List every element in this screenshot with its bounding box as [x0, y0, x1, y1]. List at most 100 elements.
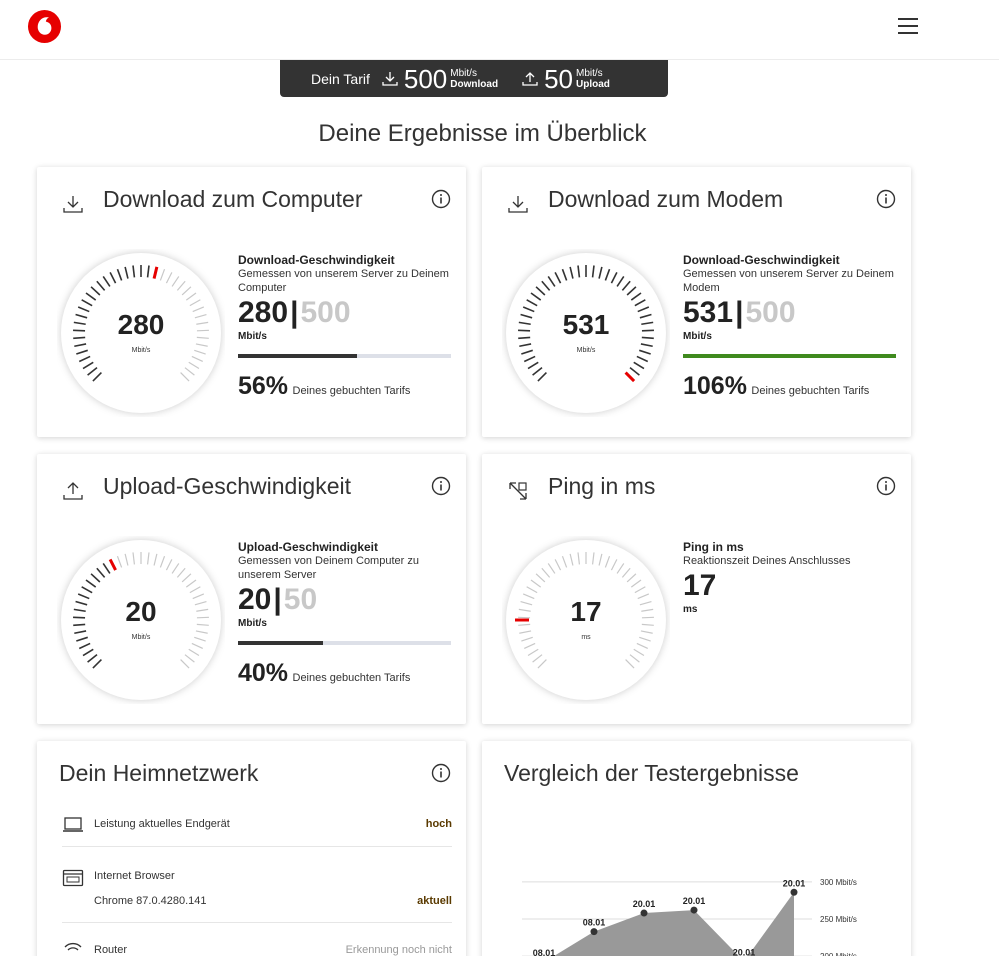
gauge-tick — [75, 600, 88, 606]
progress-fill — [683, 354, 896, 358]
gauge-tick — [185, 292, 197, 301]
chart-point — [690, 906, 698, 914]
gauge-unit: Mbit/s — [131, 634, 151, 641]
gauge-tick — [616, 563, 625, 574]
gauge-ticks — [506, 253, 666, 413]
gauge-tick — [532, 654, 543, 663]
gauge-tick — [629, 654, 640, 663]
gauge-tick — [189, 299, 201, 307]
gauge-tick — [176, 567, 186, 578]
value-separator: | — [273, 583, 282, 616]
tarif-download-label: Download — [450, 78, 499, 90]
info-icon[interactable] — [431, 189, 451, 209]
card-title: Ping in ms — [548, 473, 656, 499]
gauge-tick — [637, 593, 650, 600]
gauge-tick — [522, 593, 535, 600]
gauge-tick — [109, 272, 117, 284]
progress-fill — [238, 641, 324, 645]
download-icon — [63, 196, 83, 213]
gauge-tick — [641, 623, 654, 626]
value-separator: | — [735, 296, 744, 329]
gauge-tick — [630, 579, 642, 588]
gauge-tick — [108, 558, 117, 571]
gauge-tick — [537, 372, 547, 382]
gauge-tick — [146, 265, 150, 278]
speed-details: Download-Geschwindigkeit Gemessen von un… — [683, 253, 898, 342]
gauge-tick — [73, 608, 86, 613]
tarif-upload-unit: Mbit/s — [575, 67, 603, 79]
gauge-tick — [180, 372, 190, 382]
gauge-tick — [85, 579, 97, 588]
gauge-tick — [152, 266, 159, 279]
gauge-tick — [96, 280, 106, 291]
gauge-tick — [637, 306, 650, 313]
gauge-tick — [116, 555, 123, 568]
gauge-tick — [577, 265, 581, 278]
gauge-tick — [530, 579, 542, 588]
gauge-tick — [87, 654, 98, 663]
gauge-tick — [641, 608, 654, 612]
gauge-tick — [194, 600, 207, 606]
vodafone-logo-icon[interactable] — [27, 9, 62, 44]
hamburger-menu-icon[interactable] — [898, 17, 920, 35]
info-icon[interactable] — [876, 189, 896, 209]
detail-title: Download-Geschwindigkeit — [683, 253, 840, 267]
upload-card: Upload-Geschwindigkeit 20 Mbit/s Upload-… — [37, 454, 466, 724]
gauge-tick — [629, 367, 640, 376]
percent-line: 106% Deines gebuchten Tarifs — [683, 372, 869, 401]
gauge-tick — [610, 272, 618, 284]
info-icon[interactable] — [876, 476, 896, 496]
row-value: hoch — [425, 818, 452, 830]
detail-subtitle: Gemessen von Deinem Computer zu unserem … — [238, 555, 419, 581]
gauge-tick — [75, 313, 88, 319]
tarif-max-value: 50 — [283, 583, 318, 616]
percent-value: 106% — [683, 372, 747, 400]
gauge-tick — [518, 321, 531, 326]
speed-gauge: 20 Mbit/s — [57, 536, 225, 704]
download-icon — [382, 71, 398, 86]
gauge-tick — [624, 371, 636, 383]
gauge-tick — [639, 636, 651, 642]
info-icon[interactable] — [431, 763, 451, 783]
percent-value: 56% — [238, 372, 289, 400]
gauge-tick — [641, 321, 654, 326]
speed-details: Upload-Geschwindigkeit Gemessen von Dein… — [238, 540, 453, 629]
progress-bar — [238, 641, 451, 645]
download-modem-card: Download zum Modem 531 Mbit/s Download-G… — [482, 167, 911, 437]
chart-area — [553, 892, 794, 956]
chart-ytick-label: 250 Mbit/s — [820, 915, 857, 924]
ping-arrows-icon — [509, 482, 527, 500]
gauge-tick — [521, 349, 533, 355]
percent-text: Deines gebuchten Tarifs — [751, 385, 870, 397]
value-separator: | — [290, 296, 299, 329]
gauge-tick — [561, 555, 568, 568]
gauge-tick — [591, 552, 595, 565]
row-value: aktuell — [417, 895, 452, 907]
gauge-tick — [87, 367, 98, 376]
detail-subtitle: Gemessen von unserem Server zu Deinem Mo… — [683, 268, 894, 294]
gauge-tick — [554, 272, 562, 284]
gauge-tick — [92, 659, 102, 669]
percent-value: 40% — [238, 659, 289, 687]
wifi-router-icon — [64, 942, 82, 951]
card-title: Dein Heimnetzwerk — [59, 760, 259, 786]
network-row-device: Leistung aktuelles Endgerät hoch — [62, 815, 452, 837]
gauge-tick — [96, 567, 106, 578]
measured-value: 280 — [238, 296, 289, 329]
speed-gauge: 280 Mbit/s — [57, 249, 225, 417]
gauge-tick — [518, 336, 531, 340]
gauge-tick — [577, 552, 581, 565]
gauge-tick — [78, 642, 91, 650]
gauge-tick — [77, 306, 90, 313]
card-title: Vergleich der Testergebnisse — [504, 760, 799, 786]
tarif-upload-value: 50 — [544, 63, 573, 94]
gauge-tick — [76, 636, 88, 642]
info-icon[interactable] — [431, 476, 451, 496]
gauge-tick — [526, 299, 538, 307]
comparison-chart: 300 Mbit/s 250 Mbit/s 200 Mbit/s 08.01 08.01… — [522, 878, 857, 956]
gauge-tick — [598, 553, 603, 566]
row-label: Router — [94, 944, 128, 956]
gauge-tick — [73, 321, 86, 326]
gauge-tick — [90, 573, 101, 583]
progress-fill — [238, 354, 358, 358]
